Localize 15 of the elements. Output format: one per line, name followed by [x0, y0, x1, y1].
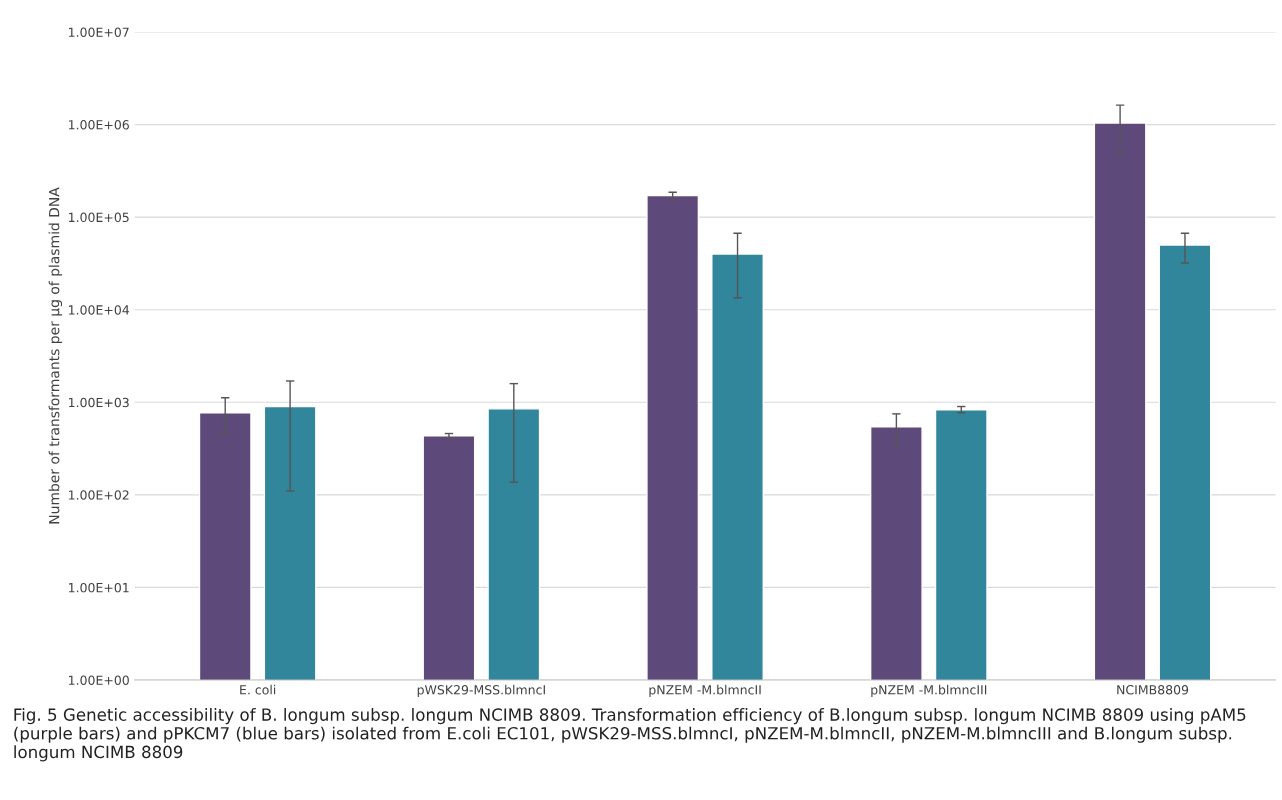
y-tick-label: 1.00E+06	[69, 120, 129, 130]
y-tick-label: 1.00E+00	[69, 675, 129, 685]
y-tick-label: 1.00E+03	[69, 397, 129, 408]
x-tick-label: pWSK29-MSS.blmncI	[417, 684, 545, 697]
y-tick-label: 1.00E+07	[69, 27, 129, 37]
caption: Fig. 5 Genetic accessibility of B. longum subsp. longum NCIMB 8809. Transformation efficiency of B.longum subsp. longum NCIMB 8809 using pAM5 (purple bars) and pPKCM7 (blue bars) isolated from E.coli EC101, pWSK29-MSS.blmncI, pNZEM-M.blmncII, pNZEM-M.blmncIII and B.longum subsp. longum NCIMB 8809	[14, 708, 1246, 762]
y-tick-label: 1.00E+02	[69, 490, 129, 500]
y-tick-label: 1.00E+05	[69, 212, 129, 223]
y-tick-label: 1.00E+01	[69, 582, 129, 593]
x-tick-label: pNZEM -M.blmncIII	[871, 684, 987, 697]
x-tick-label: E. coli	[240, 684, 276, 695]
x-tick-label: pNZEM -M.blmncII	[649, 684, 761, 697]
y-axis-title: Number of transformants per μg of plasmid DNA	[48, 187, 63, 524]
x-tick-label: NCIMB8809	[1117, 685, 1189, 695]
y-tick-label: 1.00E+04	[69, 305, 130, 315]
